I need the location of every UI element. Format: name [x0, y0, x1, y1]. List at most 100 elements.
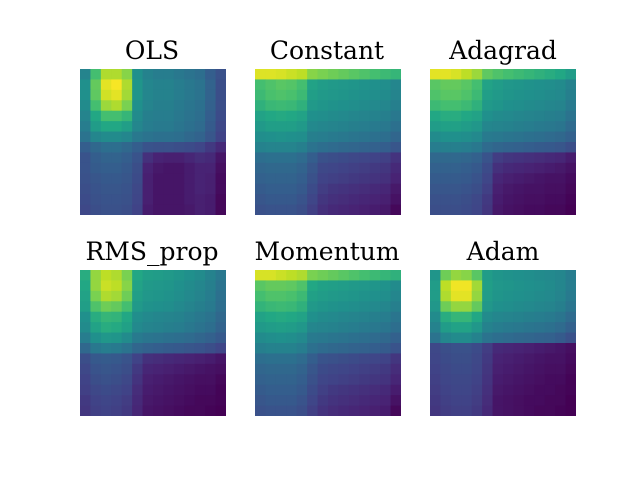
heatmap-cell [430, 280, 442, 292]
heatmap-cell [255, 311, 267, 323]
heatmap-cell [205, 142, 217, 154]
heatmap-cell [380, 322, 392, 334]
heatmap-cell [132, 194, 144, 206]
heatmap-cell [132, 142, 144, 154]
heatmap-cell [286, 405, 298, 416]
heatmap-cell [369, 353, 381, 365]
heatmap-cell [430, 322, 442, 334]
heatmap-cell [163, 204, 175, 215]
heatmap-cell [440, 322, 452, 334]
heatmap-cell [565, 131, 576, 143]
heatmap-cell [90, 280, 102, 292]
heatmap-cell [482, 322, 494, 334]
heatmap-cell [90, 311, 102, 323]
heatmap-cell [359, 374, 371, 386]
heatmap-cell [513, 353, 525, 365]
heatmap-cell [142, 194, 154, 206]
heatmap-cell [471, 353, 483, 365]
heatmap-cell [380, 270, 392, 282]
heatmap-cell [90, 405, 102, 416]
heatmap-cell [555, 301, 567, 313]
heatmap-cell [275, 110, 287, 122]
heatmap-cell [142, 173, 154, 185]
heatmap-cell [523, 204, 535, 215]
heatmap-cell [369, 374, 381, 386]
heatmap-cell [348, 311, 360, 323]
heatmap-cell [348, 290, 360, 302]
heatmap-cell [369, 384, 381, 396]
heatmap-cell [544, 142, 556, 154]
heatmap-cell [430, 363, 442, 375]
heatmap-cell [555, 384, 567, 396]
heatmap-cell [90, 343, 102, 355]
heatmap-cell [544, 204, 556, 215]
heatmap-cell [173, 311, 185, 323]
heatmap-cell [359, 301, 371, 313]
heatmap-cell [555, 343, 567, 355]
heatmap-cell [390, 343, 401, 355]
heatmap-cell [90, 152, 102, 164]
heatmap-cell [430, 152, 442, 164]
heatmap-cell [369, 152, 381, 164]
heatmap-cell [338, 131, 350, 143]
heatmap-cell [369, 89, 381, 101]
heatmap-cell [296, 374, 308, 386]
heatmap-cell [482, 395, 494, 407]
heatmap-cell [80, 69, 92, 81]
heatmap-cell [265, 405, 277, 416]
heatmap-cell [296, 270, 308, 282]
heatmap-cell [307, 343, 319, 355]
heatmap-cell [390, 194, 401, 206]
heatmap-cell [121, 290, 133, 302]
heatmap-cell [307, 332, 319, 344]
heatmap-cell [307, 301, 319, 313]
heatmap-cell [430, 384, 442, 396]
heatmap-cell [430, 270, 442, 282]
heatmap-cell [450, 142, 462, 154]
heatmap-cell [492, 332, 504, 344]
heatmap-panel-adagrad [430, 69, 576, 215]
heatmap-cell [503, 100, 515, 112]
heatmap-cell [380, 395, 392, 407]
heatmap-cell [450, 100, 462, 112]
heatmap-cell [132, 79, 144, 91]
heatmap-cell [328, 110, 340, 122]
panel-title-adagrad: Adagrad [449, 36, 557, 65]
heatmap-cell [275, 173, 287, 185]
heatmap-cell [359, 290, 371, 302]
heatmap-cell [440, 152, 452, 164]
heatmap-cell [534, 100, 546, 112]
heatmap-cell [565, 194, 576, 206]
heatmap-cell [173, 152, 185, 164]
heatmap-cell [555, 162, 567, 174]
heatmap-cell [555, 173, 567, 185]
heatmap-cell [471, 301, 483, 313]
heatmap-cell [544, 131, 556, 143]
heatmap-cell [523, 353, 535, 365]
heatmap-cell [153, 194, 165, 206]
heatmap-cell [275, 162, 287, 174]
heatmap-cell [482, 280, 494, 292]
heatmap-cell [205, 194, 217, 206]
heatmap-cell [255, 332, 267, 344]
heatmap-cell [503, 270, 515, 282]
heatmap-cell [544, 183, 556, 195]
heatmap-cell [90, 121, 102, 133]
heatmap-cell [359, 395, 371, 407]
heatmap-cell [503, 290, 515, 302]
heatmap-cell [482, 290, 494, 302]
heatmap-cell [359, 204, 371, 215]
heatmap-cell [194, 173, 206, 185]
heatmap-cell [492, 374, 504, 386]
heatmap-cell [380, 290, 392, 302]
heatmap-cell [544, 322, 556, 334]
heatmap-cell [90, 374, 102, 386]
heatmap-cell [369, 332, 381, 344]
heatmap-cell [523, 384, 535, 396]
heatmap-panel-adam [430, 270, 576, 416]
heatmap-cell [307, 89, 319, 101]
heatmap-cell [555, 405, 567, 416]
heatmap-svg [430, 270, 576, 416]
heatmap-cell [317, 301, 329, 313]
heatmap-cell [317, 322, 329, 334]
